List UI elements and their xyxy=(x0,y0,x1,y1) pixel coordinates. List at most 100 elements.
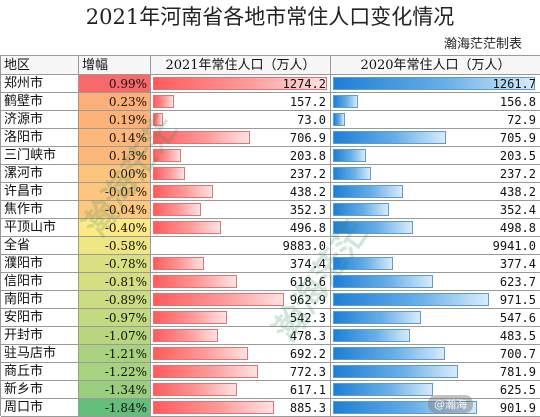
region-name: 周口市 xyxy=(1,399,79,417)
pop2021-cell: 692.2 xyxy=(151,345,331,363)
bar-2020 xyxy=(333,77,535,90)
table-maker-credit: 瀚海茫茫制表 xyxy=(443,37,522,52)
pop2020-cell: 156.8 xyxy=(331,93,540,111)
value-label-2020: 625.5 xyxy=(499,382,536,397)
value-label-2020: 156.8 xyxy=(499,94,536,109)
bar-2021 xyxy=(153,95,174,108)
pop2021-cell: 772.3 xyxy=(151,363,331,381)
pop2020-cell: 700.7 xyxy=(331,345,540,363)
bar-2020 xyxy=(333,347,445,360)
pop2021-cell: 542.3 xyxy=(151,309,331,327)
value-label-2020: 377.4 xyxy=(499,256,536,271)
header-growth: 增幅 xyxy=(79,56,151,75)
region-name: 三门峡市 xyxy=(1,147,79,165)
bar-2021 xyxy=(153,257,204,270)
value-label-2020: 781.9 xyxy=(499,364,536,379)
pop2021-cell: 885.3 xyxy=(151,399,331,417)
growth-value: -0.01% xyxy=(79,183,151,201)
value-label-2021: 438.2 xyxy=(289,184,326,199)
bar-2021 xyxy=(153,311,227,324)
pop2020-cell: 1261.7 xyxy=(331,75,540,93)
pop2020-cell: 438.2 xyxy=(331,183,540,201)
value-label-2021: 237.2 xyxy=(289,166,326,181)
bar-2020 xyxy=(333,401,477,414)
pop2020-cell: 781.9 xyxy=(331,363,540,381)
bar-2020 xyxy=(333,329,410,342)
bar-2021 xyxy=(153,293,284,306)
value-label-2021: 1274.2 xyxy=(282,76,326,91)
bar-2020 xyxy=(333,185,403,198)
bar-2020 xyxy=(333,275,433,288)
value-label-2021: 706.9 xyxy=(289,130,326,145)
pop2021-cell: 352.3 xyxy=(151,201,331,219)
value-label-2020: 901.9 xyxy=(499,400,536,415)
growth-value: 0.13% xyxy=(79,147,151,165)
growth-value: 0.00% xyxy=(79,165,151,183)
region-name: 开封市 xyxy=(1,327,79,345)
region-name: 濮阳市 xyxy=(1,255,79,273)
bar-2021 xyxy=(153,347,248,360)
bar-2021 xyxy=(153,131,250,144)
value-label-2021: 885.3 xyxy=(289,400,326,415)
value-label-2021: 157.2 xyxy=(289,94,326,109)
growth-value: -1.84% xyxy=(79,399,151,417)
region-name: 安阳市 xyxy=(1,309,79,327)
pop2021-cell: 618.6 xyxy=(151,273,331,291)
pop2021-cell: 1274.2 xyxy=(151,75,331,93)
pop2020-cell: 483.5 xyxy=(331,327,540,345)
value-label-2021: 496.8 xyxy=(289,220,326,235)
value-label-2020: 705.9 xyxy=(499,130,536,145)
value-label-2021: 618.6 xyxy=(289,274,326,289)
bar-2020 xyxy=(333,131,446,144)
bar-2020 xyxy=(333,311,421,324)
bar-2020 xyxy=(333,383,433,396)
pop2020-cell: 203.5 xyxy=(331,147,540,165)
bar-2021 xyxy=(153,113,163,126)
pop2020-cell: 498.8 xyxy=(331,219,540,237)
pop2021-cell: 706.9 xyxy=(151,129,331,147)
growth-value: 0.23% xyxy=(79,93,151,111)
growth-value: -1.07% xyxy=(79,327,151,345)
header-pop2021: 2021年常住人口（万人） xyxy=(151,56,331,75)
region-name: 南阳市 xyxy=(1,291,79,309)
value-label-2021: 352.3 xyxy=(289,202,326,217)
value-label-2020: 547.6 xyxy=(499,310,536,325)
value-label-2021: 692.2 xyxy=(289,346,326,361)
pop2021-cell: 203.8 xyxy=(151,147,331,165)
bar-2021 xyxy=(153,383,237,396)
growth-value: -0.97% xyxy=(79,309,151,327)
bar-2021 xyxy=(153,185,213,198)
bar-2020 xyxy=(333,167,371,180)
region-name: 许昌市 xyxy=(1,183,79,201)
watermark-handle: @瀚海 xyxy=(428,395,473,413)
region-name: 洛阳市 xyxy=(1,129,79,147)
bar-2020 xyxy=(333,365,458,378)
value-label-2020: 352.4 xyxy=(499,202,536,217)
growth-value: -0.81% xyxy=(79,273,151,291)
header-region: 地区 xyxy=(1,56,79,75)
pop2021-cell: 374.4 xyxy=(151,255,331,273)
region-name: 信阳市 xyxy=(1,273,79,291)
value-label-2021: 617.1 xyxy=(289,382,326,397)
pop2020-cell: 377.4 xyxy=(331,255,540,273)
pop2020-cell: 971.5 xyxy=(331,291,540,309)
value-label-2020: 483.5 xyxy=(499,328,536,343)
value-label-2020: 700.7 xyxy=(499,346,536,361)
value-label-2020: 623.7 xyxy=(499,274,536,289)
bar-2021 xyxy=(153,77,327,90)
value-label-2020: 1261.7 xyxy=(492,76,536,91)
pop2021-cell: 237.2 xyxy=(151,165,331,183)
pop2020-cell: 623.7 xyxy=(331,273,540,291)
value-label-2021: 9883.0 xyxy=(282,238,326,253)
bar-2020 xyxy=(333,257,393,270)
growth-value: -0.40% xyxy=(79,219,151,237)
pop2021-cell: 438.2 xyxy=(151,183,331,201)
region-name: 鹤壁市 xyxy=(1,93,79,111)
bar-2021 xyxy=(153,167,185,180)
pop2021-cell: 496.8 xyxy=(151,219,331,237)
bar-2021 xyxy=(153,203,201,216)
value-label-2021: 73.0 xyxy=(297,112,326,127)
value-label-2020: 438.2 xyxy=(499,184,536,199)
growth-value: 0.14% xyxy=(79,129,151,147)
pop2021-cell: 478.3 xyxy=(151,327,331,345)
